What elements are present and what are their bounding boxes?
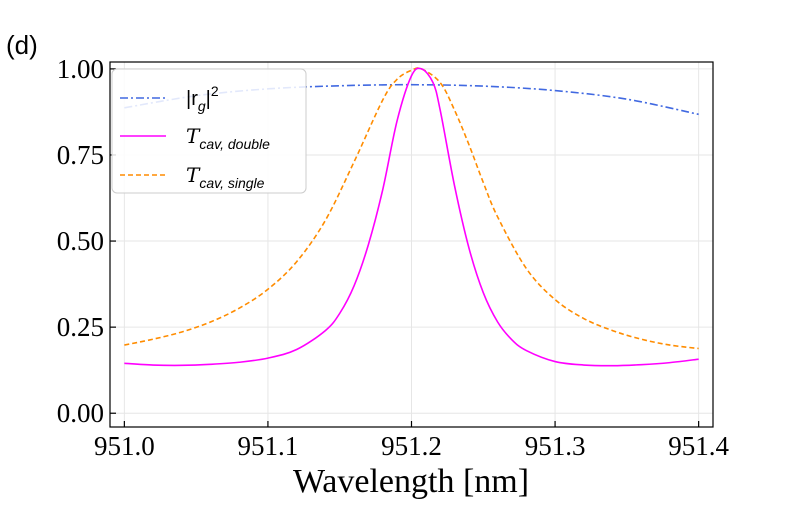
panel-label: (d) bbox=[6, 30, 38, 60]
legend-label-0: |rg|2 bbox=[186, 83, 219, 114]
x-tick-label: 951.4 bbox=[668, 431, 729, 461]
ticks: 951.0 951.1 951.2 951.3 951.4 0.00 0.25 0.50 0.7… bbox=[57, 54, 730, 461]
y-tick-label: 0.50 bbox=[57, 226, 104, 256]
legend-box bbox=[111, 68, 307, 194]
series-line-0 bbox=[124, 83, 699, 116]
y-tick-label: 0.75 bbox=[57, 140, 104, 170]
legend: |rg|2 Tcav, double Tcav, single bbox=[111, 68, 307, 194]
x-tick-label: 951.0 bbox=[94, 431, 155, 461]
series-line-1 bbox=[124, 67, 699, 367]
x-tick-label: 951.3 bbox=[525, 431, 586, 461]
series-layer bbox=[124, 67, 699, 367]
x-tick-label: 951.1 bbox=[238, 431, 299, 461]
y-tick-label: 0.25 bbox=[57, 312, 104, 342]
legend-label-2: Tcav, single bbox=[186, 163, 265, 191]
x-tick-label: 951.2 bbox=[381, 431, 442, 461]
y-tick-label: 0.00 bbox=[57, 398, 104, 428]
y-tick-label: 1.00 bbox=[57, 54, 104, 84]
x-axis-label: Wavelength [nm] bbox=[293, 463, 529, 500]
legend-label-1: Tcav, double bbox=[186, 124, 270, 152]
